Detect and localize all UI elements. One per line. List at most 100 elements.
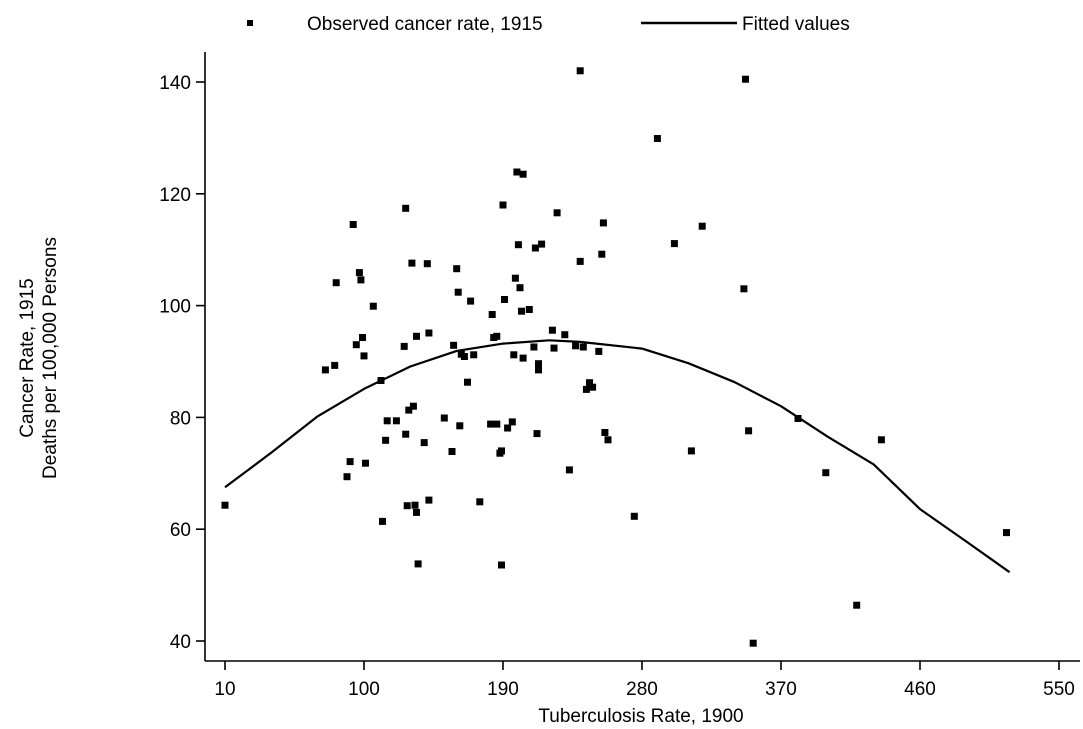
data-point <box>501 296 508 303</box>
data-point <box>519 354 527 362</box>
data-point <box>440 414 448 422</box>
data-point <box>355 269 363 277</box>
data-point <box>414 560 422 568</box>
data-point <box>548 326 556 334</box>
x-tick-label: 460 <box>904 679 936 700</box>
y-tick-label: 120 <box>159 185 191 206</box>
data-point <box>331 361 339 369</box>
data-point <box>420 439 428 447</box>
fitted-values-line <box>224 339 1011 574</box>
data-point <box>487 420 495 428</box>
data-point <box>516 284 524 292</box>
data-point <box>653 135 661 142</box>
data-point <box>599 219 607 227</box>
y-axis-title-line-2: Deaths per 100,000 Persons <box>40 237 61 479</box>
data-point <box>352 341 360 349</box>
data-point <box>448 448 456 455</box>
data-point <box>538 240 546 248</box>
data-point <box>369 302 377 310</box>
data-point <box>822 469 830 477</box>
data-point <box>598 250 606 258</box>
data-point <box>425 496 433 504</box>
data-point <box>460 353 468 360</box>
data-point <box>530 343 538 351</box>
data-point <box>553 209 561 217</box>
data-point <box>499 201 507 209</box>
legend-label-fitted: Fitted values <box>742 14 850 35</box>
data-point <box>464 378 471 386</box>
data-point <box>383 417 391 425</box>
data-point <box>470 351 478 359</box>
data-point <box>392 417 400 425</box>
data-point <box>579 343 587 351</box>
x-tick-label: 280 <box>626 679 658 700</box>
data-point <box>382 436 390 444</box>
data-point <box>519 170 527 178</box>
data-point <box>413 508 420 516</box>
data-point <box>332 279 340 287</box>
data-point <box>377 377 385 384</box>
data-point <box>525 306 533 313</box>
legend-label-observed: Observed cancer rate, 1915 <box>307 14 543 35</box>
data-point <box>493 332 501 340</box>
data-point <box>511 274 519 282</box>
data-point <box>343 473 351 481</box>
data-point <box>349 221 357 228</box>
data-point <box>576 257 584 265</box>
data-point <box>498 447 505 455</box>
x-ticks: 10 100 190 280 370 460 550 <box>214 661 1075 700</box>
data-point <box>411 501 419 509</box>
data-point <box>742 75 749 83</box>
data-point <box>572 342 580 350</box>
x-tick-label: 100 <box>348 679 380 700</box>
data-point <box>749 639 757 647</box>
data-point <box>423 260 431 268</box>
data-point <box>670 240 678 248</box>
data-point <box>346 458 354 466</box>
data-point <box>589 383 597 391</box>
y-tick-label: 140 <box>159 73 191 94</box>
data-point <box>454 288 462 296</box>
y-ticks: 40 60 80 100 120 140 <box>159 73 205 653</box>
data-point <box>456 422 464 430</box>
x-tick-label: 190 <box>487 679 519 700</box>
data-point <box>467 297 475 305</box>
data-point <box>1003 529 1010 537</box>
data-point <box>565 466 573 474</box>
y-tick-label: 40 <box>170 632 191 653</box>
data-point <box>531 244 539 252</box>
data-point <box>794 415 802 422</box>
data-point <box>853 601 861 609</box>
data-point <box>413 332 420 340</box>
y-tick-label: 60 <box>170 520 191 541</box>
data-point <box>513 168 521 176</box>
y-tick-label: 80 <box>170 408 191 429</box>
data-point <box>518 307 525 315</box>
data-point <box>488 311 496 318</box>
y-axis-title-line-1: Cancer Rate, 1915 <box>17 278 38 438</box>
data-point <box>687 447 695 455</box>
data-point <box>476 498 484 506</box>
data-point <box>601 429 609 436</box>
data-point <box>405 406 413 414</box>
x-tick-label: 550 <box>1043 679 1075 700</box>
data-point <box>360 352 368 360</box>
data-point <box>498 561 505 569</box>
data-point <box>535 360 542 368</box>
data-point <box>586 379 593 387</box>
data-point <box>493 420 501 428</box>
data-point <box>221 501 229 509</box>
data-point <box>514 241 522 249</box>
data-point <box>740 285 748 293</box>
data-point <box>508 418 516 426</box>
data-point <box>582 385 590 393</box>
data-point <box>877 436 885 444</box>
data-point <box>359 334 366 341</box>
y-tick-label: 100 <box>159 297 191 318</box>
data-point <box>535 366 542 374</box>
data-point <box>362 459 369 467</box>
data-point <box>576 67 584 75</box>
data-point <box>408 259 416 267</box>
data-point <box>409 402 417 410</box>
